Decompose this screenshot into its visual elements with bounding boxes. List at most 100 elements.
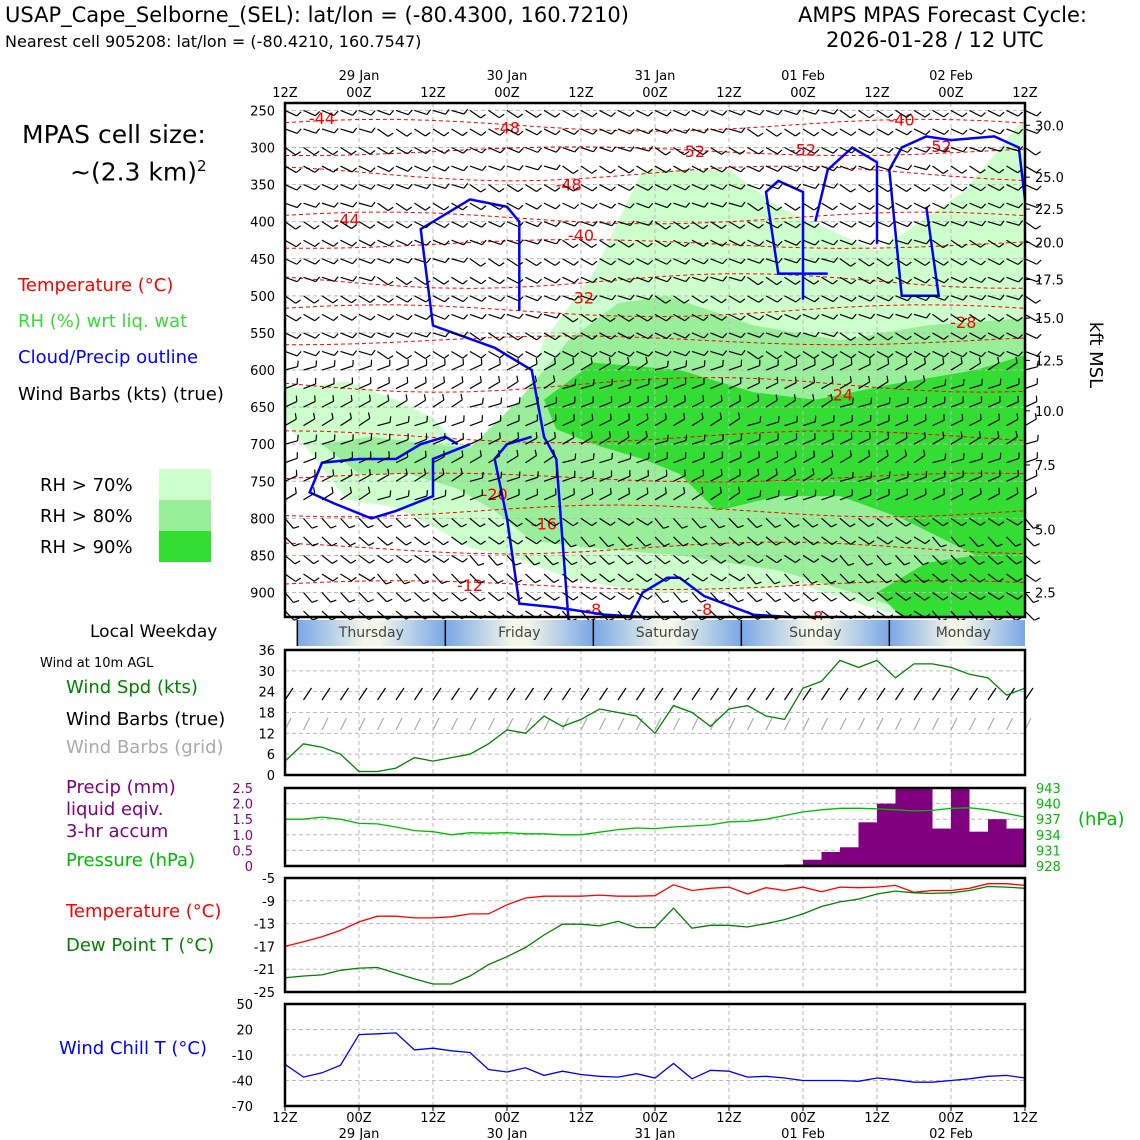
wind-barb bbox=[1006, 239, 1018, 248]
surface-wind-barb bbox=[987, 687, 997, 701]
grid-wind-barb bbox=[876, 717, 884, 731]
wind-barb bbox=[839, 184, 851, 193]
wind-barb bbox=[636, 573, 648, 583]
wind-barb bbox=[784, 202, 796, 211]
wind-barb-feather bbox=[868, 187, 875, 193]
wind-barb bbox=[451, 165, 464, 172]
wind-barb bbox=[525, 363, 538, 371]
wind-barb-feather bbox=[849, 523, 856, 528]
wind-barb bbox=[876, 109, 889, 119]
wind-barb-feather bbox=[664, 413, 667, 420]
wind-barb bbox=[932, 458, 946, 464]
wind-barb bbox=[747, 554, 759, 564]
wind-barb-feather bbox=[370, 258, 376, 264]
wind-barb bbox=[987, 332, 1000, 340]
wind-barb bbox=[987, 536, 998, 547]
wind-barb-feather bbox=[537, 238, 543, 245]
wind-barb-feather bbox=[962, 295, 968, 301]
wind-barb-feather bbox=[352, 184, 358, 190]
surface-wind-barb bbox=[617, 687, 627, 701]
wind-barb bbox=[728, 295, 741, 304]
surface-wind-barb bbox=[969, 687, 978, 701]
wind-barb-feather bbox=[922, 375, 926, 382]
wind-barb bbox=[562, 146, 575, 153]
wind-barb bbox=[987, 239, 1000, 248]
wind-barb bbox=[710, 418, 722, 427]
precip-bar bbox=[858, 822, 877, 866]
wind-barb-feather bbox=[961, 317, 968, 323]
wind-barb bbox=[895, 455, 907, 464]
wind-barb-feather bbox=[1036, 111, 1042, 117]
wind-barb bbox=[562, 221, 575, 227]
grid-wind-barb bbox=[820, 717, 829, 731]
wind-barb bbox=[950, 436, 963, 445]
wind-barb-feather bbox=[518, 130, 524, 136]
wind-barb-feather bbox=[1035, 577, 1041, 582]
wind-barb bbox=[895, 517, 907, 527]
wind-barb-feather bbox=[426, 109, 432, 115]
wind-barb bbox=[950, 362, 963, 371]
wind-barb-feather bbox=[666, 259, 672, 265]
wind-barb bbox=[580, 573, 592, 583]
wind-barb bbox=[858, 165, 871, 171]
wind-barb-feather bbox=[924, 187, 931, 192]
wind-barb bbox=[321, 221, 334, 230]
wind-barb-feather bbox=[961, 112, 968, 118]
wind-barb bbox=[839, 258, 851, 267]
wind-barb bbox=[895, 295, 908, 302]
wind-barb-feather bbox=[685, 350, 691, 357]
wind-barb bbox=[562, 109, 575, 118]
wind-barb bbox=[821, 473, 833, 482]
wind-barb-feather bbox=[1016, 413, 1019, 420]
wind-barb bbox=[876, 184, 889, 193]
wind-barb bbox=[747, 365, 760, 371]
wind-barb bbox=[617, 493, 630, 501]
wind-barb-feather bbox=[850, 188, 856, 193]
wind-barb bbox=[747, 350, 759, 360]
wind-barb-feather bbox=[997, 560, 1004, 565]
wind-barb bbox=[469, 455, 482, 464]
wind-barb-feather bbox=[869, 279, 875, 285]
wind-barb bbox=[469, 477, 483, 482]
wind-barb bbox=[950, 419, 963, 427]
wind-barb-feather bbox=[794, 450, 797, 457]
wind-barb bbox=[969, 401, 982, 408]
wind-barb-feather bbox=[758, 166, 765, 172]
wind-barb bbox=[932, 128, 945, 135]
wind-barb bbox=[617, 258, 630, 266]
wind-barb-feather bbox=[740, 184, 746, 190]
surface-wind-barb bbox=[340, 687, 349, 701]
wind-barb-feather bbox=[628, 317, 635, 322]
wind-barb bbox=[414, 554, 426, 564]
wind-barb bbox=[839, 221, 853, 228]
wind-barb bbox=[414, 202, 426, 211]
wind-barb-feather bbox=[999, 220, 1005, 226]
wind-barb-feather bbox=[370, 110, 376, 116]
wind-barb-feather bbox=[518, 165, 524, 171]
wind-barb-feather bbox=[998, 487, 1001, 494]
wind-barb bbox=[913, 184, 926, 192]
wind-barb-feather bbox=[904, 449, 907, 456]
wind-barb-feather bbox=[981, 294, 987, 301]
grid-wind-barb bbox=[432, 717, 440, 731]
wind-barb-feather bbox=[665, 242, 672, 248]
wind-barb-feather bbox=[681, 599, 688, 603]
wind-barb-feather bbox=[480, 131, 487, 136]
wind-barb bbox=[821, 592, 832, 602]
wind-barb-feather bbox=[849, 376, 852, 383]
wind-barb bbox=[858, 437, 871, 445]
temperature-label: Temperature (°C) bbox=[66, 901, 222, 922]
wind-barb-feather bbox=[999, 334, 1005, 340]
wind-barb bbox=[728, 456, 742, 464]
wind-barb-feather bbox=[628, 578, 634, 583]
wind-barb bbox=[913, 239, 927, 245]
wind-barb-feather bbox=[739, 224, 746, 229]
time-tick-label-bottom: 12Z bbox=[864, 1111, 890, 1126]
wind-barb-feather bbox=[665, 299, 671, 304]
wind-barb bbox=[303, 184, 316, 191]
wind-barb bbox=[636, 517, 648, 526]
wind-barb bbox=[1006, 165, 1018, 174]
wind-barb bbox=[987, 258, 1000, 266]
wind-barb-feather bbox=[869, 353, 875, 359]
wind-barb bbox=[802, 364, 816, 371]
